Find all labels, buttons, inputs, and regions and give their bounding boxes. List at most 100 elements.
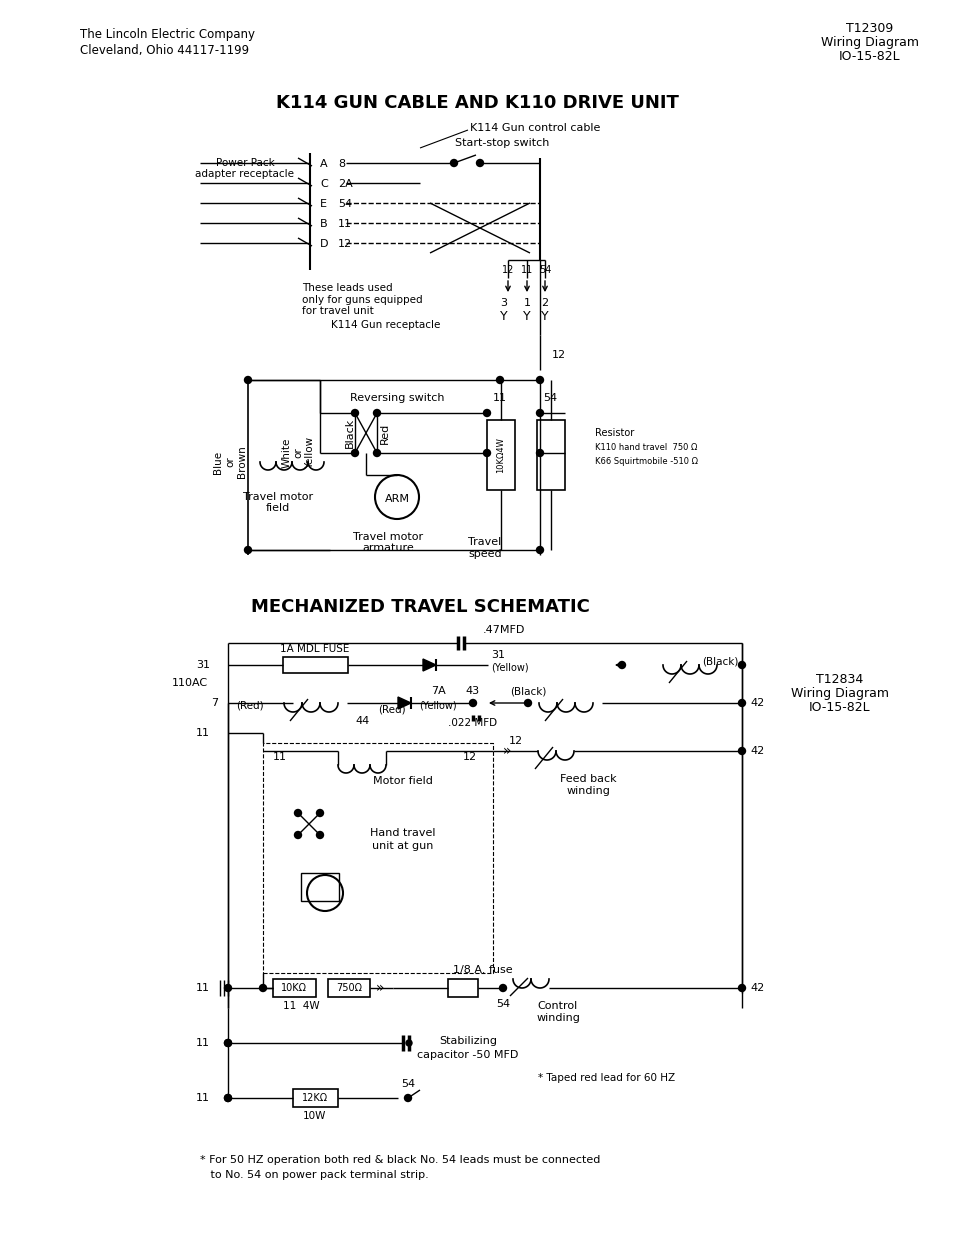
Text: * Taped red lead for 60 HZ: * Taped red lead for 60 HZ — [537, 1073, 675, 1083]
Text: K114 Gun receptacle: K114 Gun receptacle — [331, 320, 439, 330]
Text: 11: 11 — [337, 219, 352, 228]
Text: field: field — [266, 503, 290, 513]
Text: (Yellow): (Yellow) — [491, 662, 528, 672]
Text: Travel motor: Travel motor — [243, 492, 313, 501]
Text: A: A — [319, 159, 327, 169]
Circle shape — [224, 1094, 232, 1102]
Text: winding: winding — [565, 785, 609, 797]
Text: adapter receptacle: adapter receptacle — [195, 169, 294, 179]
Text: Power Pack: Power Pack — [215, 158, 274, 168]
Text: 1A MDL FUSE: 1A MDL FUSE — [280, 643, 350, 655]
Text: K66 Squirtmobile -510 Ω: K66 Squirtmobile -510 Ω — [595, 457, 698, 467]
Text: 8: 8 — [337, 159, 345, 169]
Circle shape — [483, 410, 490, 416]
Bar — [263, 743, 493, 973]
Text: 12KΩ: 12KΩ — [301, 1093, 328, 1103]
Text: 750Ω: 750Ω — [335, 983, 361, 993]
Text: Wiring Diagram: Wiring Diagram — [790, 687, 888, 700]
Text: 11: 11 — [520, 266, 533, 275]
Text: IO-15-82L: IO-15-82L — [808, 701, 870, 714]
Text: D: D — [319, 240, 328, 249]
Text: K114 Gun control cable: K114 Gun control cable — [470, 124, 599, 133]
Circle shape — [224, 984, 232, 992]
Text: 12: 12 — [462, 752, 476, 762]
Text: 10KΩ4W: 10KΩ4W — [496, 437, 505, 473]
Circle shape — [259, 984, 266, 992]
Text: B: B — [319, 219, 327, 228]
Text: 12: 12 — [501, 266, 514, 275]
Circle shape — [406, 1040, 412, 1046]
Circle shape — [244, 547, 252, 553]
Text: (Red): (Red) — [377, 704, 405, 714]
Circle shape — [450, 159, 457, 167]
Text: .022 MFD: .022 MFD — [448, 718, 497, 727]
Circle shape — [374, 450, 380, 457]
Text: 7A: 7A — [430, 685, 445, 697]
Text: Stabilizing: Stabilizing — [438, 1036, 497, 1046]
Circle shape — [483, 450, 490, 457]
Circle shape — [351, 410, 358, 416]
Circle shape — [375, 475, 418, 519]
Text: winding: winding — [536, 1013, 579, 1023]
Text: (Red): (Red) — [235, 700, 263, 710]
Text: »: » — [502, 743, 511, 758]
Text: .47MFD: .47MFD — [482, 625, 525, 635]
Text: C: C — [319, 179, 328, 189]
Circle shape — [496, 377, 503, 384]
Circle shape — [738, 662, 744, 668]
Text: The Lincoln Electric Company: The Lincoln Electric Company — [80, 28, 254, 41]
Text: capacitor -50 MFD: capacitor -50 MFD — [416, 1050, 518, 1060]
Text: 31: 31 — [195, 659, 210, 671]
Text: Start-stop switch: Start-stop switch — [455, 138, 549, 148]
Text: 54: 54 — [496, 999, 510, 1009]
Text: Y: Y — [499, 310, 507, 324]
Text: 54: 54 — [542, 393, 557, 403]
Circle shape — [294, 831, 301, 839]
Text: 12: 12 — [337, 240, 352, 249]
Text: ARM: ARM — [384, 494, 409, 504]
Text: Wiring Diagram: Wiring Diagram — [821, 36, 918, 49]
Polygon shape — [422, 659, 436, 671]
Text: Y: Y — [522, 310, 530, 324]
Text: 54: 54 — [538, 266, 551, 275]
Circle shape — [244, 377, 252, 384]
Circle shape — [536, 377, 543, 384]
Text: (Black): (Black) — [702, 657, 739, 667]
Bar — [273, 979, 315, 997]
Text: Red: Red — [379, 422, 390, 443]
Text: Resistor: Resistor — [595, 429, 634, 438]
Circle shape — [224, 1040, 232, 1046]
Text: Cleveland, Ohio 44117-1199: Cleveland, Ohio 44117-1199 — [80, 44, 249, 57]
Text: White
or
Yellow: White or Yellow — [281, 437, 314, 469]
Circle shape — [738, 747, 744, 755]
Bar — [537, 420, 564, 490]
Text: Black: Black — [345, 417, 355, 448]
Text: 42: 42 — [749, 698, 763, 708]
Text: Travel
speed: Travel speed — [468, 537, 501, 558]
Text: 3: 3 — [500, 298, 507, 308]
Circle shape — [374, 410, 380, 416]
Bar — [448, 979, 477, 997]
Text: 11: 11 — [493, 393, 506, 403]
Text: 11  4W: 11 4W — [283, 1002, 319, 1011]
Text: 10W: 10W — [303, 1112, 326, 1121]
Text: 1: 1 — [523, 298, 530, 308]
Text: T12309: T12309 — [845, 22, 893, 35]
Text: (Black): (Black) — [509, 685, 546, 697]
Text: 54: 54 — [337, 199, 352, 209]
Text: Reversing switch: Reversing switch — [350, 393, 444, 403]
Circle shape — [536, 547, 543, 553]
Circle shape — [469, 699, 476, 706]
Bar — [486, 420, 515, 490]
Text: 11: 11 — [195, 727, 210, 739]
Text: »: » — [375, 981, 384, 995]
Text: Travel motor: Travel motor — [353, 532, 422, 542]
Text: 110AC: 110AC — [172, 678, 208, 688]
Text: 11: 11 — [195, 983, 210, 993]
Text: 1/8 A. fuse: 1/8 A. fuse — [453, 965, 513, 974]
Text: Hand travel: Hand travel — [370, 827, 436, 839]
Text: These leads used
only for guns equipped
for travel unit: These leads used only for guns equipped … — [302, 283, 422, 316]
Circle shape — [536, 410, 543, 416]
Text: 2: 2 — [541, 298, 548, 308]
Circle shape — [294, 809, 301, 816]
